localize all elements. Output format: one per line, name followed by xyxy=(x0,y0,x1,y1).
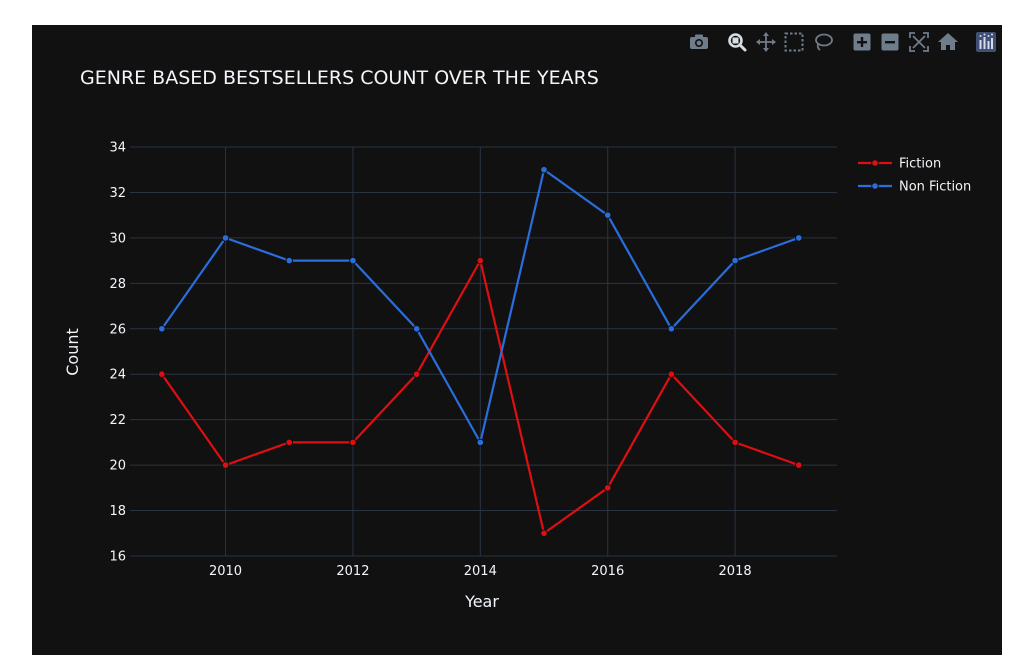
series-layer xyxy=(158,165,803,538)
data-point[interactable] xyxy=(731,256,739,265)
data-point[interactable] xyxy=(540,529,548,538)
y-tick-label: 20 xyxy=(109,459,126,474)
pan-button[interactable] xyxy=(755,31,777,53)
legend-item[interactable]: Fiction xyxy=(858,157,941,172)
legend-label: Non Fiction xyxy=(899,180,971,195)
lasso-icon xyxy=(815,33,833,51)
y-tick-label: 32 xyxy=(109,186,126,201)
legend[interactable]: Fiction Non Fiction xyxy=(858,157,971,195)
x-tick-label: 2018 xyxy=(719,564,752,579)
data-point[interactable] xyxy=(476,256,485,265)
legend-item[interactable]: Non Fiction xyxy=(858,180,971,195)
y-axis-ticks: 16 18 20 22 24 26 28 30 32 34 xyxy=(109,141,126,565)
data-point[interactable] xyxy=(667,324,676,333)
x-axis-title: Year xyxy=(464,592,499,611)
zoom-button[interactable] xyxy=(726,31,748,53)
autoscale-icon xyxy=(909,32,929,52)
y-tick-label: 28 xyxy=(109,277,126,292)
y-tick-label: 18 xyxy=(109,504,126,519)
data-point[interactable] xyxy=(412,370,421,379)
data-point[interactable] xyxy=(540,165,548,174)
lasso-select-button[interactable] xyxy=(812,31,834,53)
data-point[interactable] xyxy=(158,370,166,379)
data-point[interactable] xyxy=(349,438,357,447)
y-tick-label: 22 xyxy=(109,413,126,428)
chart-title: GENRE BASED BESTSELLERS COUNT OVER THE Y… xyxy=(80,67,599,89)
x-tick-label: 2010 xyxy=(209,564,242,579)
data-point[interactable] xyxy=(794,234,803,242)
data-point[interactable] xyxy=(731,438,739,447)
x-axis-ticks: 2010 2012 2014 2016 2018 xyxy=(209,564,752,579)
x-tick-label: 2014 xyxy=(464,564,497,579)
plot-container xyxy=(32,25,1002,655)
series-fiction[interactable] xyxy=(158,256,803,538)
box-select-button[interactable] xyxy=(783,31,805,53)
data-point[interactable] xyxy=(221,461,230,469)
data-point[interactable] xyxy=(412,324,421,333)
legend-marker xyxy=(871,159,879,167)
y-tick-label: 26 xyxy=(109,322,126,337)
y-tick-label: 34 xyxy=(109,141,126,156)
download-plot-button[interactable] xyxy=(688,31,710,53)
data-point[interactable] xyxy=(349,256,357,265)
legend-label: Fiction xyxy=(899,157,941,172)
y-axis-title: Count xyxy=(63,328,82,376)
data-point[interactable] xyxy=(221,234,230,242)
y-tick-label: 16 xyxy=(109,550,126,565)
data-point[interactable] xyxy=(476,438,485,447)
reset-axes-button[interactable] xyxy=(937,31,959,53)
legend-marker xyxy=(871,182,879,190)
data-point[interactable] xyxy=(667,370,676,379)
home-icon xyxy=(938,33,958,50)
grid-layer xyxy=(130,146,837,557)
y-tick-label: 30 xyxy=(109,231,126,246)
data-point[interactable] xyxy=(603,211,612,219)
data-point[interactable] xyxy=(285,438,294,447)
data-point[interactable] xyxy=(158,324,166,333)
pan-icon xyxy=(756,32,776,52)
y-tick-label: 24 xyxy=(109,368,126,383)
x-tick-label: 2016 xyxy=(591,564,624,579)
zoom-out-button[interactable] xyxy=(879,31,901,53)
camera-icon xyxy=(690,34,708,49)
data-point[interactable] xyxy=(285,256,294,265)
plotly-logo-button[interactable] xyxy=(975,31,997,53)
zoom-in-button[interactable] xyxy=(851,31,873,53)
box-select-icon xyxy=(784,32,804,52)
data-point[interactable] xyxy=(794,461,803,469)
data-point[interactable] xyxy=(603,484,612,492)
plotly-logo-icon xyxy=(976,32,996,52)
autoscale-button[interactable] xyxy=(908,31,930,53)
x-tick-label: 2012 xyxy=(336,564,369,579)
zoom-out-icon xyxy=(881,33,899,51)
zoom-icon xyxy=(728,33,747,52)
zoom-in-icon xyxy=(853,33,871,51)
series-non-fiction[interactable] xyxy=(158,165,803,447)
